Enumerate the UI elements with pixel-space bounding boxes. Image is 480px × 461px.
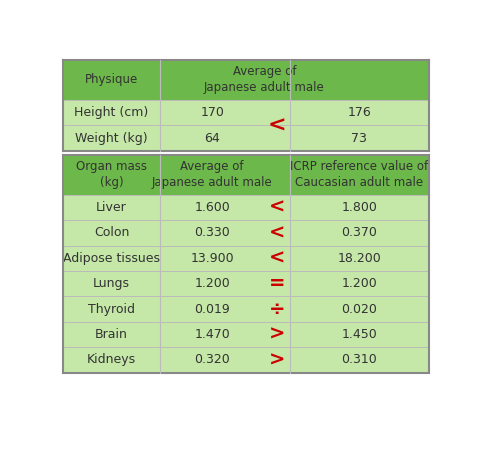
Text: 73: 73 [351,131,367,145]
Text: 18.200: 18.200 [337,252,381,265]
Text: 0.370: 0.370 [341,226,377,239]
Text: Adipose tissues: Adipose tissues [63,252,160,265]
Bar [264,60,290,100]
Bar [264,220,290,246]
Bar [160,271,264,296]
Text: <: < [269,223,285,242]
Text: 1.800: 1.800 [341,201,377,214]
Text: Brain: Brain [95,328,128,341]
Text: Average of
Japanese adult male: Average of Japanese adult male [152,160,273,189]
Bar [290,60,429,100]
Bar [290,271,429,296]
Bar [63,60,160,100]
Text: Organ mass
(kg): Organ mass (kg) [76,160,147,189]
Text: Average of
Japanese adult male: Average of Japanese adult male [204,65,324,95]
Bar [63,322,160,347]
Bar [63,220,160,246]
Text: Liver: Liver [96,201,127,214]
Text: 13.900: 13.900 [191,252,234,265]
Bar [290,125,429,151]
Text: Weight (kg): Weight (kg) [75,131,148,145]
Text: Kidneys: Kidneys [87,353,136,366]
Bar [290,100,429,125]
Bar [63,154,160,195]
Bar [160,154,264,195]
Bar [160,60,264,100]
Text: 0.310: 0.310 [342,353,377,366]
Bar [63,347,160,372]
Text: 170: 170 [200,106,224,119]
Text: 1.200: 1.200 [194,277,230,290]
Bar [290,347,429,372]
Text: ICRP reference value of
Caucasian adult male: ICRP reference value of Caucasian adult … [290,160,429,189]
Bar [264,100,290,125]
Text: ÷: ÷ [269,300,285,319]
Bar [290,195,429,220]
Bar [160,195,264,220]
Bar [63,246,160,271]
Bar [290,322,429,347]
Bar [290,154,429,195]
Text: >: > [269,350,285,369]
Text: Lungs: Lungs [93,277,130,290]
Text: 176: 176 [348,106,371,119]
Bar [264,195,290,220]
Text: 1.200: 1.200 [342,277,377,290]
Bar [63,125,160,151]
Bar [264,154,290,195]
Text: <: < [268,115,287,136]
Text: <: < [269,198,285,217]
Bar [264,125,290,151]
Text: 1.450: 1.450 [342,328,377,341]
Text: Height (cm): Height (cm) [74,106,149,119]
Bar [264,296,290,322]
Text: 0.019: 0.019 [194,302,230,315]
Bar [160,220,264,246]
Text: >: > [269,325,285,344]
Bar [160,100,264,125]
Bar [264,246,290,271]
Bar [290,296,429,322]
Bar [160,125,264,151]
Bar [290,246,429,271]
Text: <: < [269,249,285,268]
Text: 64: 64 [204,131,220,145]
Text: Physique: Physique [85,73,138,87]
Text: 0.320: 0.320 [194,353,230,366]
Bar [63,271,160,296]
Bar [160,322,264,347]
Bar [264,271,290,296]
Bar [63,100,160,125]
Text: 0.330: 0.330 [194,226,230,239]
Bar [264,322,290,347]
Bar [63,296,160,322]
Text: Thyroid: Thyroid [88,302,135,315]
Text: 1.470: 1.470 [194,328,230,341]
Text: 0.020: 0.020 [341,302,377,315]
Bar [160,246,264,271]
Bar [160,347,264,372]
Bar [290,220,429,246]
Bar [63,195,160,220]
Text: =: = [269,274,285,293]
Bar [264,347,290,372]
Text: 1.600: 1.600 [194,201,230,214]
Text: Colon: Colon [94,226,129,239]
Bar [160,296,264,322]
